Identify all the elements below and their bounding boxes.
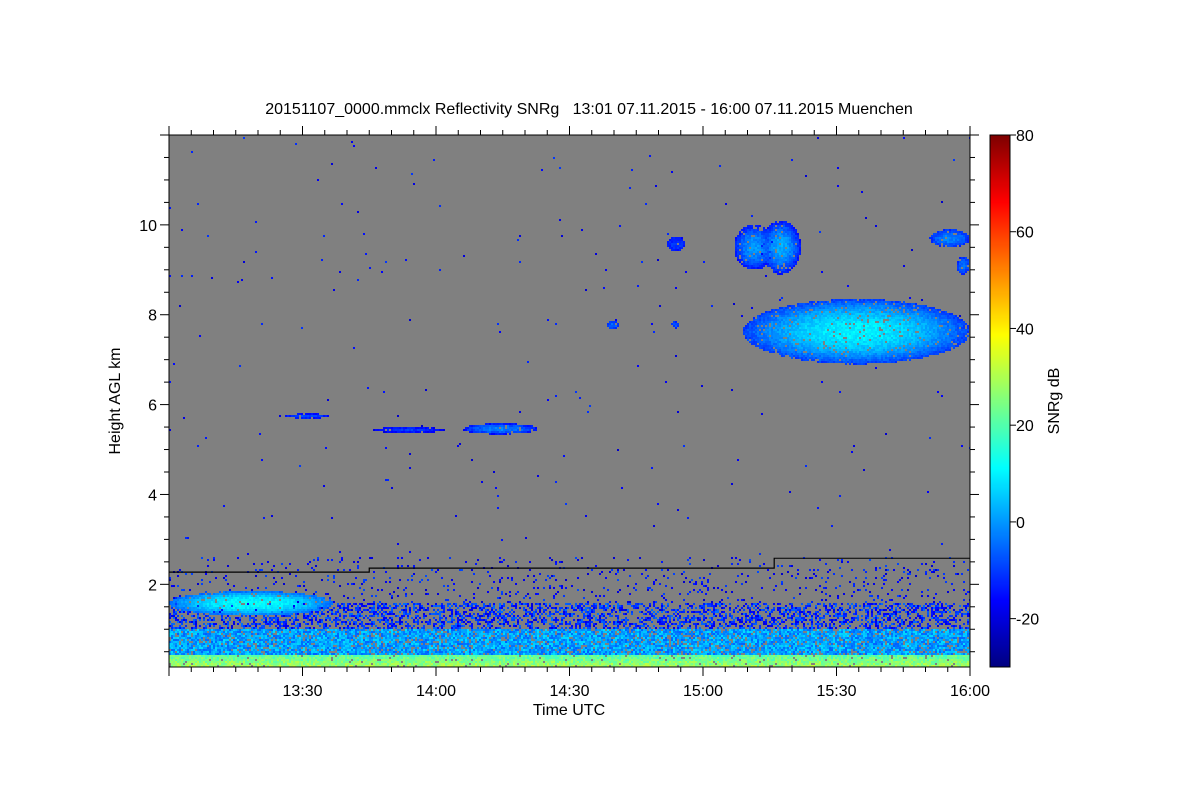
colorbar-tick-label: -20	[1016, 612, 1039, 629]
x-tick-label: 14:30	[549, 683, 589, 700]
colorbar-tick-label: 0	[1016, 515, 1025, 532]
x-tick-label: 14:00	[416, 683, 456, 700]
colorbar-tick-label: 60	[1016, 225, 1034, 242]
colorbar-frame	[989, 134, 1011, 668]
y-axis-label: Height AGL km	[107, 347, 124, 454]
x-tick-label: 13:30	[282, 683, 322, 700]
x-tick-label: 15:00	[683, 683, 723, 700]
chart-title: 20151107_0000.mmclx Reflectivity SNRg 13…	[265, 101, 913, 118]
colorbar-tick-label: 20	[1016, 418, 1034, 435]
colorbar-tick-label: 80	[1016, 128, 1034, 145]
colorbar-tick-label: 40	[1016, 321, 1034, 338]
x-tick-label: 16:00	[950, 683, 990, 700]
x-axis-label: Time UTC	[533, 702, 605, 719]
x-tick-label: 15:30	[816, 683, 856, 700]
y-tick-label: 6	[148, 398, 157, 415]
y-tick-label: 10	[139, 218, 157, 235]
colorbar	[990, 135, 1010, 667]
plot-frame	[168, 134, 971, 668]
y-tick-label: 2	[148, 577, 157, 594]
y-tick-label: 8	[148, 308, 157, 325]
colorbar-label: SNRg dB	[1046, 368, 1063, 435]
snr-heatmap	[169, 135, 970, 667]
y-tick-label: 4	[148, 487, 157, 504]
